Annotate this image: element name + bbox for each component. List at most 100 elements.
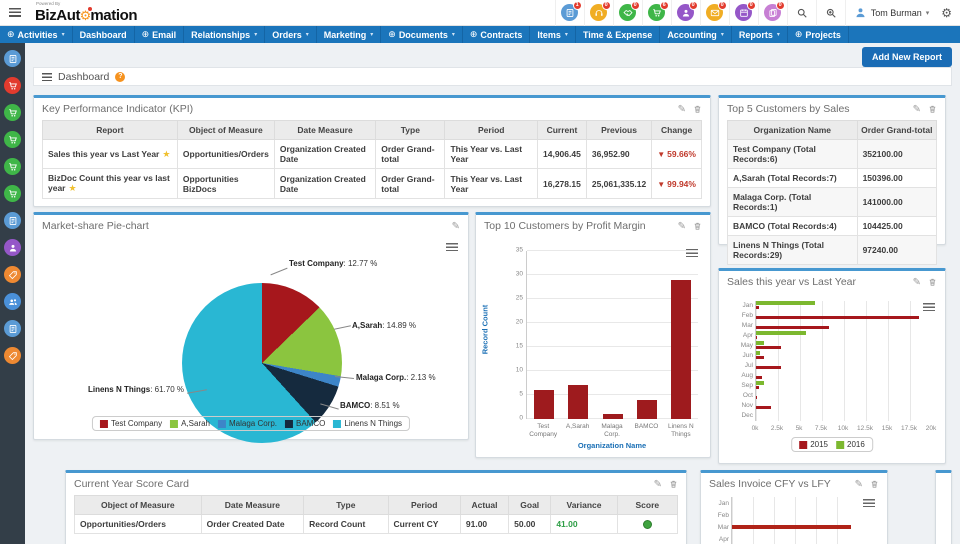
sidebar-item-cart-green-1[interactable] bbox=[4, 104, 21, 121]
add-new-report-button[interactable]: Add New Report bbox=[861, 47, 952, 67]
sidebar-item-person-purple[interactable] bbox=[4, 239, 21, 256]
bar-chart: Record Count 0 5 10 15 20 25 30 35 Test Company… bbox=[476, 235, 710, 453]
score-dot bbox=[642, 519, 652, 529]
header-icon-email[interactable]: 0 bbox=[699, 0, 729, 26]
bar-2016 bbox=[756, 351, 760, 355]
sidebar-item-ledger-blue-1[interactable] bbox=[4, 50, 21, 67]
delete-icon[interactable] bbox=[693, 221, 702, 231]
nav-item-label: Activities bbox=[17, 29, 58, 40]
sidebar-item-tag-orange-1[interactable] bbox=[4, 266, 21, 283]
x-tick-label: A,Sarah bbox=[565, 423, 590, 430]
nav-item-relationships[interactable]: Relationships ▾ bbox=[184, 26, 266, 43]
user-menu[interactable]: Tom Burman ▾ bbox=[844, 0, 938, 26]
market-share-pie-card: Market-share Pie-chart ✎ Test Company A,S… bbox=[33, 212, 469, 443]
nav-item-documents[interactable]: ⊕ Documents ▾ bbox=[381, 26, 463, 43]
y-tick-label: Mar bbox=[741, 322, 753, 329]
header-icon-deals[interactable]: 0 bbox=[612, 0, 642, 26]
sidebar-item-cart-green-3[interactable] bbox=[4, 158, 21, 175]
brand-logo[interactable]: Powered By BizAut ⚙ mation bbox=[35, 2, 138, 23]
chart-menu-icon[interactable] bbox=[863, 499, 875, 507]
delete-icon[interactable] bbox=[928, 277, 937, 287]
top5-table: Organization Name Order Grand-total Test … bbox=[727, 120, 938, 265]
delete-icon[interactable] bbox=[928, 104, 937, 114]
legend-swatch bbox=[170, 419, 179, 428]
dashboard-menu-icon[interactable] bbox=[42, 72, 52, 81]
badge-count: 1 bbox=[572, 0, 582, 10]
chart-menu-icon[interactable] bbox=[446, 243, 458, 251]
sidebar-item-cart-red[interactable] bbox=[4, 77, 21, 94]
y-tick-label: Sep bbox=[741, 382, 753, 389]
bar-CFY bbox=[732, 525, 851, 529]
legend-item[interactable]: Malaga Corp. bbox=[218, 419, 277, 428]
header-icon-orders[interactable]: 6 bbox=[641, 0, 671, 26]
legend-item[interactable]: A,Sarah bbox=[170, 419, 210, 428]
sidebar-item-ledger-blue-2[interactable] bbox=[4, 212, 21, 229]
nav-item-orders[interactable]: Orders ▾ bbox=[265, 26, 317, 43]
edit-icon[interactable]: ✎ bbox=[677, 220, 686, 232]
advanced-search-button[interactable] bbox=[815, 0, 845, 26]
search-button[interactable] bbox=[786, 0, 816, 26]
bar-2015 bbox=[756, 375, 763, 379]
legend-item[interactable]: 2015 bbox=[799, 440, 828, 449]
edit-icon[interactable]: ✎ bbox=[912, 276, 921, 288]
month-row: Nov bbox=[741, 401, 931, 411]
edit-icon[interactable]: ✎ bbox=[854, 478, 863, 490]
legend-item[interactable]: Test Company bbox=[99, 419, 162, 428]
scorecard-col-header: Type bbox=[303, 495, 389, 515]
header-icon-invoices[interactable]: 1 bbox=[554, 0, 584, 26]
y-tick-label: 20 bbox=[515, 318, 523, 326]
star-icon[interactable]: ★ bbox=[162, 148, 171, 159]
nav-item-items[interactable]: Items ▾ bbox=[530, 26, 576, 43]
chevron-down-icon: ▾ bbox=[305, 32, 309, 38]
nav-item-contracts[interactable]: ⊕ Contracts bbox=[463, 26, 531, 43]
x-axis-label: Organization Name bbox=[577, 441, 647, 450]
nav-item-dashboard[interactable]: Dashboard bbox=[73, 26, 135, 43]
top10-card-title: Top 10 Customers by Profit Margin bbox=[484, 220, 646, 232]
nav-item-accounting[interactable]: Accounting ▾ bbox=[660, 26, 732, 43]
edit-icon[interactable]: ✎ bbox=[912, 103, 921, 115]
nav-item-marketing[interactable]: Marketing ▾ bbox=[317, 26, 382, 43]
header-icon-support[interactable]: 0 bbox=[583, 0, 613, 26]
nav-item-time-expense[interactable]: Time & Expense bbox=[576, 26, 661, 43]
sidebar-item-ledger-blue-3[interactable] bbox=[4, 320, 21, 337]
sidebar-item-cart-green-2[interactable] bbox=[4, 131, 21, 148]
legend-item[interactable]: 2016 bbox=[836, 440, 865, 449]
legend-item[interactable]: Linens N Things bbox=[333, 419, 402, 428]
y-tick-label: Dec bbox=[741, 412, 753, 419]
sidebar-item-cart-green-4[interactable] bbox=[4, 185, 21, 202]
delete-icon[interactable] bbox=[870, 479, 879, 489]
sidebar-item-tag-orange-2[interactable] bbox=[4, 347, 21, 364]
nav-item-activities[interactable]: ⊕ Activities ▾ bbox=[0, 26, 73, 43]
y-tick-label: Feb bbox=[717, 512, 729, 519]
chart-menu-icon[interactable] bbox=[686, 249, 698, 257]
notification-icons: 1 0 0 6 0 0 0 0 bbox=[554, 0, 787, 26]
sidebar-item-users-blue[interactable] bbox=[4, 293, 21, 310]
delete-icon[interactable] bbox=[693, 104, 702, 114]
bar bbox=[568, 385, 589, 419]
legend-item[interactable]: BAMCO bbox=[285, 419, 325, 428]
header-icon-calendar[interactable]: 0 bbox=[728, 0, 758, 26]
settings-gear-icon[interactable]: ⚙ bbox=[941, 5, 952, 20]
y-tick-label: May bbox=[740, 342, 753, 349]
partial-card bbox=[935, 470, 952, 544]
edit-icon[interactable]: ✎ bbox=[677, 103, 686, 115]
hamburger-menu-icon[interactable] bbox=[9, 8, 21, 17]
header-icon-contacts[interactable]: 0 bbox=[670, 0, 700, 26]
nav-item-label: Contracts bbox=[480, 29, 523, 40]
x-axis-categories: Test Company A,Sarah Malaga Corp. BAMCO Line… bbox=[526, 423, 698, 439]
delete-icon[interactable] bbox=[669, 479, 678, 489]
edit-icon[interactable]: ✎ bbox=[653, 478, 662, 490]
nav-item-projects[interactable]: ⊕ Projects bbox=[788, 26, 849, 43]
top-header: Powered By BizAut ⚙ mation 1 0 0 6 0 0 0 0 Tom Bu… bbox=[0, 0, 960, 26]
legend-swatch bbox=[285, 419, 294, 428]
x-tick-label: 7.5k bbox=[814, 425, 828, 432]
nav-item-reports[interactable]: Reports ▾ bbox=[732, 26, 788, 43]
legend-swatch bbox=[836, 440, 844, 449]
edit-icon[interactable]: ✎ bbox=[451, 220, 460, 232]
header-icon-documents[interactable]: 0 bbox=[757, 0, 787, 26]
help-badge[interactable]: ? bbox=[115, 71, 126, 82]
nav-item-email[interactable]: ⊕ Email bbox=[135, 26, 185, 43]
top10-profit-margin-card: Top 10 Customers by Profit Margin ✎ Reco… bbox=[475, 212, 711, 458]
star-icon[interactable]: ★ bbox=[68, 183, 77, 193]
month-row: Sep bbox=[741, 381, 931, 391]
